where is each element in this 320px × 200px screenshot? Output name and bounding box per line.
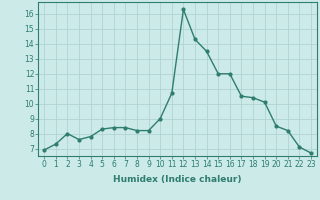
X-axis label: Humidex (Indice chaleur): Humidex (Indice chaleur) bbox=[113, 175, 242, 184]
